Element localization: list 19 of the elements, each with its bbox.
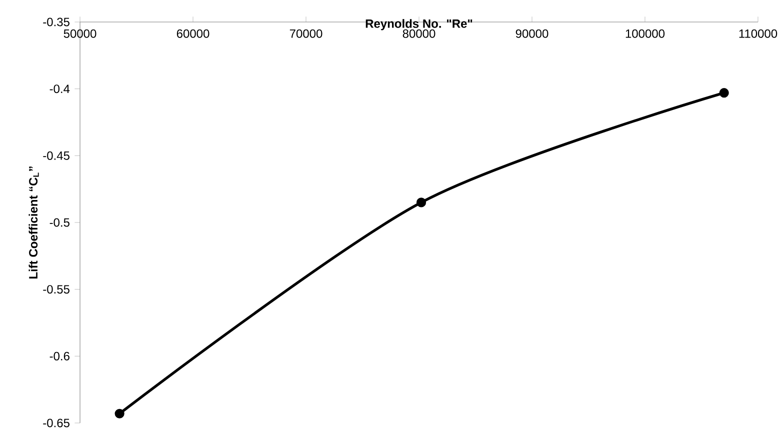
point <box>114 408 124 418</box>
x-tick-label: 90000 <box>516 29 548 38</box>
x-tick-label: 100000 <box>626 29 665 38</box>
x-tick-label: 70000 <box>290 29 322 38</box>
point <box>719 88 729 98</box>
point <box>416 198 426 208</box>
x-tick-label: 60000 <box>176 29 210 38</box>
x-tick-label: 80000 <box>402 29 436 38</box>
y-tick-label: -0.6 <box>50 352 70 360</box>
y-tick-label: -0.45 <box>43 151 70 160</box>
y-tick-label: -0.5 <box>50 218 70 227</box>
y-axis-title: Lift Coefficient “C$_{L}$” <box>28 166 39 278</box>
x-axis-title: Reynolds No. "Re" <box>366 19 472 30</box>
x-tick-label: 50000 <box>64 29 96 38</box>
y-tick-label: -0.35 <box>43 18 70 26</box>
y-tick-label: -0.4 <box>50 84 70 94</box>
y-tick-label: -0.55 <box>43 285 70 294</box>
y-tick-label: -0.65 <box>43 418 70 428</box>
x-tick-label: 110000 <box>739 29 778 38</box>
